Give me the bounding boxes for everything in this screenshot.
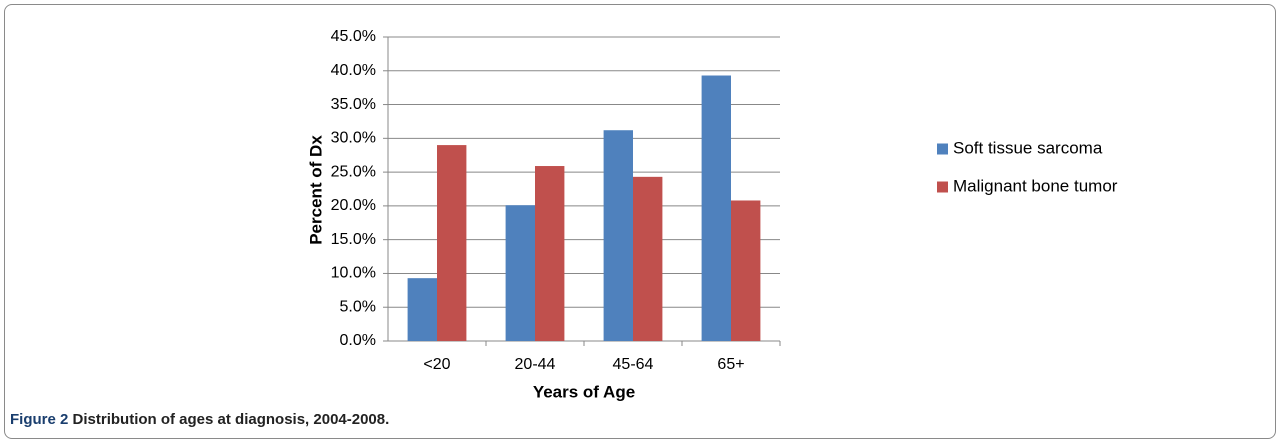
bar (701, 75, 731, 342)
legend-label: Malignant bone tumor (953, 176, 1118, 195)
x-tick-label: <20 (423, 356, 450, 373)
legend-swatch (937, 143, 948, 155)
y-tick-label: 5.0% (340, 298, 376, 315)
bar (505, 205, 535, 341)
y-tick-label: 40.0% (331, 62, 376, 79)
y-tick-label: 10.0% (331, 265, 376, 282)
bar (437, 145, 467, 341)
y-tick-label: 15.0% (331, 231, 376, 248)
legend-label: Soft tissue sarcoma (953, 138, 1103, 157)
bar (407, 278, 437, 341)
y-tick-label: 35.0% (331, 96, 376, 113)
y-tick-label: 20.0% (331, 197, 376, 214)
y-tick-label: 30.0% (331, 130, 376, 147)
y-tick-label: 0.0% (340, 332, 376, 349)
figure-frame (4, 4, 1276, 439)
bar (535, 166, 565, 341)
bar (633, 176, 663, 341)
caption: Figure 2 Distribution of ages at diagnos… (10, 411, 389, 428)
bar (731, 200, 761, 341)
legend-swatch (937, 181, 948, 193)
caption-text: Distribution of ages at diagnosis, 2004-… (72, 411, 390, 428)
x-tick-label: 20-44 (515, 356, 556, 373)
y-tick-label: 25.0% (331, 163, 376, 180)
x-tick-label: 45-64 (613, 356, 654, 373)
y-tick-label: 45.0% (331, 28, 376, 45)
caption-label: Figure 2 (10, 411, 69, 428)
x-axis-title: Years of Age (533, 382, 635, 401)
x-tick-label: 65+ (717, 356, 744, 373)
bar (603, 130, 633, 341)
y-axis-title: Percent of Dx (306, 135, 325, 245)
